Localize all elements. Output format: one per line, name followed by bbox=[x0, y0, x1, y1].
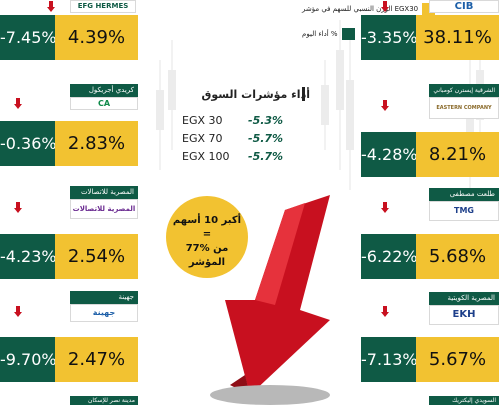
stock-name-madinet-nasr: مدينة نصر للإسكان والتعمير bbox=[70, 396, 138, 413]
telecom-logo: المصرية للاتصالات bbox=[70, 199, 138, 219]
index-name: EGX 100 bbox=[182, 150, 230, 163]
weight-value: 5.67% bbox=[416, 337, 499, 382]
change-value: -0.36% bbox=[0, 121, 57, 166]
legend-weight-label: الوزن النسبي للسهم في مؤشر EGX30 bbox=[302, 5, 419, 13]
down-arrow-icon bbox=[381, 100, 389, 111]
eastern-logo: EASTERN COMPANY bbox=[429, 97, 499, 119]
index-value: -5.3% bbox=[248, 114, 284, 127]
stock-card-telecom-egypt: المصرية للاتصالات المصرية للاتصالات -4.2… bbox=[0, 186, 138, 279]
stock-card-ekh: المصرية الكويتية EKH -7.13% 5.67% bbox=[361, 292, 499, 382]
market-performance-title: أداء مؤشرات السوق bbox=[201, 88, 311, 101]
stock-card-talaat-moustafa: طلعت مصطفى TMG -6.22% 5.68% bbox=[361, 188, 499, 279]
legend-change-label: أداء اليوم % bbox=[302, 30, 338, 38]
index-value: -5.7% bbox=[248, 150, 284, 163]
cib-logo: CIB bbox=[429, 0, 499, 13]
change-value: -7.13% bbox=[361, 337, 418, 382]
change-value: -7.45% bbox=[0, 15, 57, 60]
down-arrow-icon bbox=[14, 306, 22, 317]
index-name: EGX 70 bbox=[182, 132, 223, 145]
legend-change-swatch bbox=[341, 28, 355, 40]
down-arrow-graphic bbox=[210, 195, 330, 405]
weight-value: 2.47% bbox=[55, 337, 138, 382]
stock-name: كريدي أجريكول bbox=[70, 84, 138, 97]
stock-name: الشرقية إيسترن كومباني bbox=[429, 84, 499, 97]
weight-value: 8.21% bbox=[416, 132, 499, 177]
change-value: -9.70% bbox=[0, 337, 57, 382]
down-arrow-icon bbox=[14, 202, 22, 213]
legend-change: أداء اليوم % bbox=[302, 28, 355, 40]
change-value: -6.22% bbox=[361, 234, 418, 279]
weight-value: 2.54% bbox=[55, 234, 138, 279]
stock-card-credit-agricole: كريدي أجريكول CA -0.36% 2.83% bbox=[0, 84, 138, 166]
top10-highlight-circle: أكبر 10 أسهم = 77% من المؤشر bbox=[166, 196, 248, 278]
change-value: -3.35% bbox=[361, 15, 418, 60]
stock-name: المصرية للاتصالات bbox=[70, 186, 138, 199]
highlight-line1: أكبر 10 أسهم bbox=[172, 215, 242, 226]
stock-card-juhayna: جهينة جهينة -9.70% 2.47% bbox=[0, 291, 138, 382]
change-value: -4.28% bbox=[361, 132, 418, 177]
down-arrow-icon bbox=[381, 1, 389, 12]
highlight-line2: = bbox=[202, 229, 212, 240]
talaat-logo: TMG bbox=[429, 201, 499, 221]
juhayna-logo: جهينة bbox=[70, 304, 138, 322]
credit-agricole-logo: CA bbox=[70, 97, 138, 110]
stock-name: المصرية الكويتية bbox=[429, 292, 499, 305]
weight-value: 2.83% bbox=[55, 121, 138, 166]
down-arrow-icon bbox=[47, 1, 55, 12]
down-arrow-icon bbox=[14, 98, 22, 109]
ekh-logo: EKH bbox=[429, 305, 499, 325]
hermes-logo: EFG HERMES bbox=[70, 0, 136, 13]
stock-card-eastern: الشرقية إيسترن كومباني EASTERN COMPANY -… bbox=[361, 84, 499, 177]
index-value: -5.7% bbox=[248, 132, 284, 145]
title-accent-bar bbox=[302, 87, 305, 101]
stock-name-sewedy: السويدي إليكتريك bbox=[429, 396, 499, 405]
down-arrow-icon bbox=[381, 202, 389, 213]
down-arrow-icon bbox=[381, 306, 389, 317]
stock-card-hermes: EFG HERMES -7.45% 4.39% bbox=[0, 0, 138, 60]
change-value: -4.23% bbox=[0, 234, 57, 279]
stock-card-cib: CIB -3.35% 38.11% bbox=[361, 0, 499, 60]
background-candlestick-chart bbox=[156, 20, 484, 405]
weight-value: 5.68% bbox=[416, 234, 499, 279]
stock-name: طلعت مصطفى bbox=[429, 188, 499, 201]
weight-value: 38.11% bbox=[416, 15, 499, 60]
highlight-line3: 77% من المؤشر bbox=[185, 243, 229, 268]
index-name: EGX 30 bbox=[182, 114, 223, 127]
weight-value: 4.39% bbox=[55, 15, 138, 60]
stock-name: جهينة bbox=[70, 291, 138, 304]
